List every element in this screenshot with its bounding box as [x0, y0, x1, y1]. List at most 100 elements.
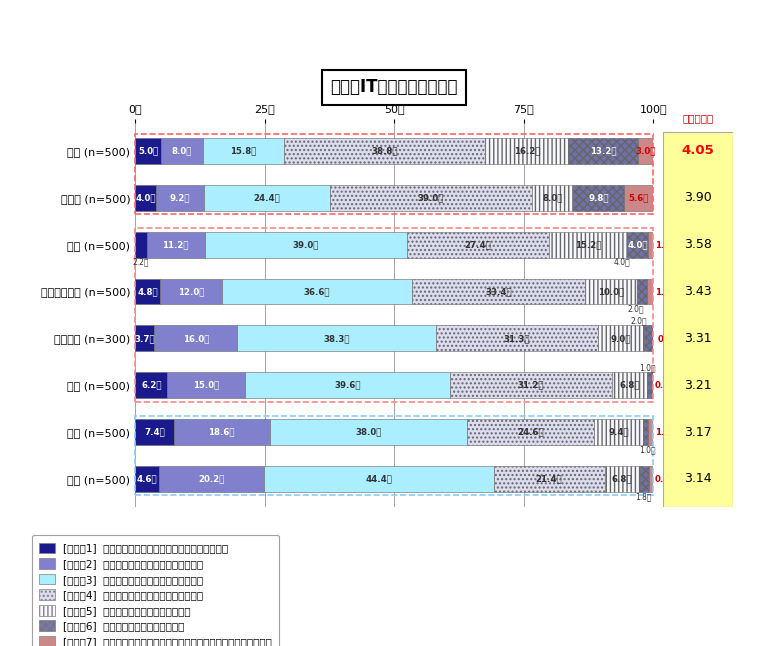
Bar: [135, 134, 653, 214]
Text: 4.0％: 4.0％: [628, 240, 648, 249]
Bar: [135, 232, 147, 258]
Bar: [135, 466, 159, 492]
Bar: [485, 138, 569, 163]
Text: 6.2％: 6.2％: [141, 380, 162, 390]
Text: 1.2％: 1.2％: [655, 287, 676, 296]
Bar: [135, 185, 156, 211]
Text: 31.3％: 31.3％: [503, 334, 530, 343]
Text: 3.90: 3.90: [684, 191, 712, 204]
Text: 2.2％: 2.2％: [133, 258, 149, 267]
Text: 24.4％: 24.4％: [254, 193, 280, 202]
Bar: [549, 232, 628, 258]
Text: 15.2％: 15.2％: [575, 240, 601, 249]
Bar: [237, 326, 436, 351]
Text: 1.0％: 1.0％: [655, 428, 675, 437]
Bar: [155, 326, 237, 351]
Text: 8.0％: 8.0％: [543, 193, 563, 202]
Text: 36.6％: 36.6％: [304, 287, 330, 296]
Text: 44.4％: 44.4％: [366, 474, 392, 483]
Bar: [569, 138, 638, 163]
Bar: [611, 372, 647, 398]
Text: 39.0％: 39.0％: [292, 240, 318, 249]
Bar: [652, 372, 653, 398]
Text: 31.2％: 31.2％: [518, 380, 544, 390]
Bar: [205, 232, 407, 258]
Bar: [156, 185, 203, 211]
Bar: [147, 232, 205, 258]
Text: 16.0％: 16.0％: [182, 334, 209, 343]
Bar: [135, 419, 174, 445]
Text: 平均レベル: 平均レベル: [683, 113, 713, 123]
Bar: [135, 228, 653, 402]
Bar: [640, 466, 649, 492]
Text: 4.6％: 4.6％: [137, 474, 158, 483]
Text: 39.6％: 39.6％: [335, 380, 361, 390]
Bar: [647, 372, 652, 398]
Text: 4.0％: 4.0％: [135, 193, 156, 202]
Text: 1.0％: 1.0％: [655, 240, 675, 249]
Text: 6.8％: 6.8％: [619, 380, 639, 390]
Text: 1.0％: 1.0％: [640, 445, 656, 454]
Bar: [135, 138, 161, 163]
Bar: [135, 326, 155, 351]
Text: 4.8％: 4.8％: [138, 287, 158, 296]
Bar: [494, 466, 604, 492]
Bar: [647, 278, 653, 304]
Text: 2.0％: 2.0％: [627, 305, 644, 313]
Bar: [161, 138, 203, 163]
Text: 21.4％: 21.4％: [536, 474, 563, 483]
Bar: [245, 372, 450, 398]
Text: 4.05: 4.05: [682, 144, 714, 158]
Text: 3.14: 3.14: [684, 472, 712, 486]
Bar: [436, 326, 598, 351]
Text: 39.0％: 39.0％: [418, 193, 444, 202]
Bar: [585, 278, 637, 304]
Text: 1.0％: 1.0％: [640, 363, 656, 372]
Text: 3.7％: 3.7％: [135, 334, 155, 343]
Bar: [637, 278, 647, 304]
Text: 15.8％: 15.8％: [230, 147, 257, 156]
Text: 33.4％: 33.4％: [485, 287, 512, 296]
Bar: [270, 419, 467, 445]
Text: 3.31: 3.31: [684, 332, 712, 345]
Text: 16.2％: 16.2％: [514, 147, 540, 156]
Text: 9.2％: 9.2％: [169, 193, 190, 202]
Bar: [574, 185, 624, 211]
Text: 3.17: 3.17: [684, 426, 712, 439]
Bar: [135, 372, 168, 398]
Text: 8.0％: 8.0％: [172, 147, 192, 156]
Bar: [594, 419, 643, 445]
Bar: [135, 416, 653, 495]
Title: 各国のITスキル標準レベル: 各国のITスキル標準レベル: [331, 78, 458, 96]
Text: 3.58: 3.58: [684, 238, 712, 251]
Text: 38.3％: 38.3％: [323, 334, 349, 343]
Text: 38.8％: 38.8％: [372, 147, 398, 156]
Bar: [450, 372, 611, 398]
Legend: [レベル1]  最低限求められる基礎知識を有している人材, [レベル2]  基本的知識・技能を有している人材, [レベル3]  応用的知識・技能を有している人材: [レベル1] 最低限求められる基礎知識を有している人材, [レベル2] 基本的知…: [32, 536, 279, 646]
Bar: [160, 278, 223, 304]
Text: 13.2％: 13.2％: [591, 147, 617, 156]
Bar: [532, 185, 574, 211]
Text: 20.2％: 20.2％: [198, 474, 225, 483]
Text: 9.8％: 9.8％: [588, 193, 609, 202]
Text: 6.8％: 6.8％: [612, 474, 632, 483]
Bar: [284, 138, 485, 163]
Text: 5.0％: 5.0％: [138, 147, 158, 156]
Bar: [645, 326, 655, 351]
Bar: [628, 232, 648, 258]
Bar: [412, 278, 585, 304]
Text: 27.4％: 27.4％: [465, 240, 491, 249]
Bar: [638, 138, 653, 163]
Bar: [648, 419, 653, 445]
Bar: [174, 419, 270, 445]
Text: 0.8％: 0.8％: [655, 474, 675, 483]
Bar: [330, 185, 532, 211]
Bar: [649, 466, 653, 492]
Bar: [203, 138, 284, 163]
Text: 11.2％: 11.2％: [162, 240, 189, 249]
Text: 4.0％: 4.0％: [614, 258, 631, 267]
Bar: [407, 232, 549, 258]
Bar: [203, 185, 330, 211]
Text: 7.4％: 7.4％: [144, 428, 165, 437]
Bar: [159, 466, 264, 492]
